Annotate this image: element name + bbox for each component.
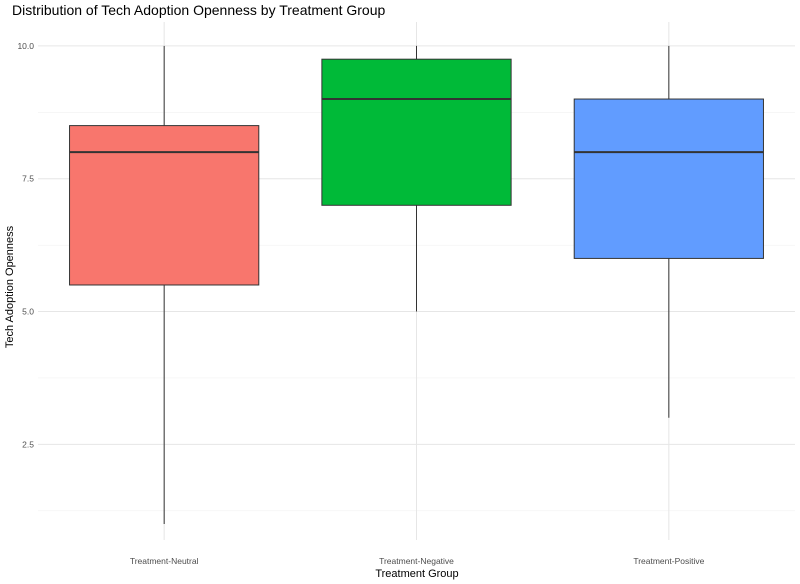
box-treatment-positive	[573, 45, 764, 418]
x-tick-label: Treatment-Negative	[379, 556, 454, 566]
iqr-box	[69, 125, 260, 286]
x-tick-label: Treatment-Neutral	[130, 556, 199, 566]
box-series	[69, 45, 764, 525]
x-axis-ticks: Treatment-Neutral Treatment-Negative Treat…	[130, 556, 705, 566]
iqr-box	[573, 98, 764, 259]
x-axis-title: Treatment Group	[375, 568, 458, 580]
y-tick-label: 5.0	[22, 307, 34, 317]
y-tick-label: 7.5	[22, 174, 34, 184]
y-tick-label: 2.5	[22, 439, 34, 449]
y-axis-ticks: 2.5 5.0 7.5 10.0	[17, 41, 34, 449]
chart-title: Distribution of Tech Adoption Openness b…	[12, 2, 386, 18]
x-tick-label: Treatment-Positive	[633, 556, 704, 566]
box-treatment-negative	[321, 45, 512, 312]
y-tick-label: 10.0	[17, 41, 34, 51]
y-axis-title: Tech Adoption Openness	[4, 225, 16, 348]
box-treatment-neutral	[69, 45, 260, 525]
iqr-box	[321, 58, 512, 206]
